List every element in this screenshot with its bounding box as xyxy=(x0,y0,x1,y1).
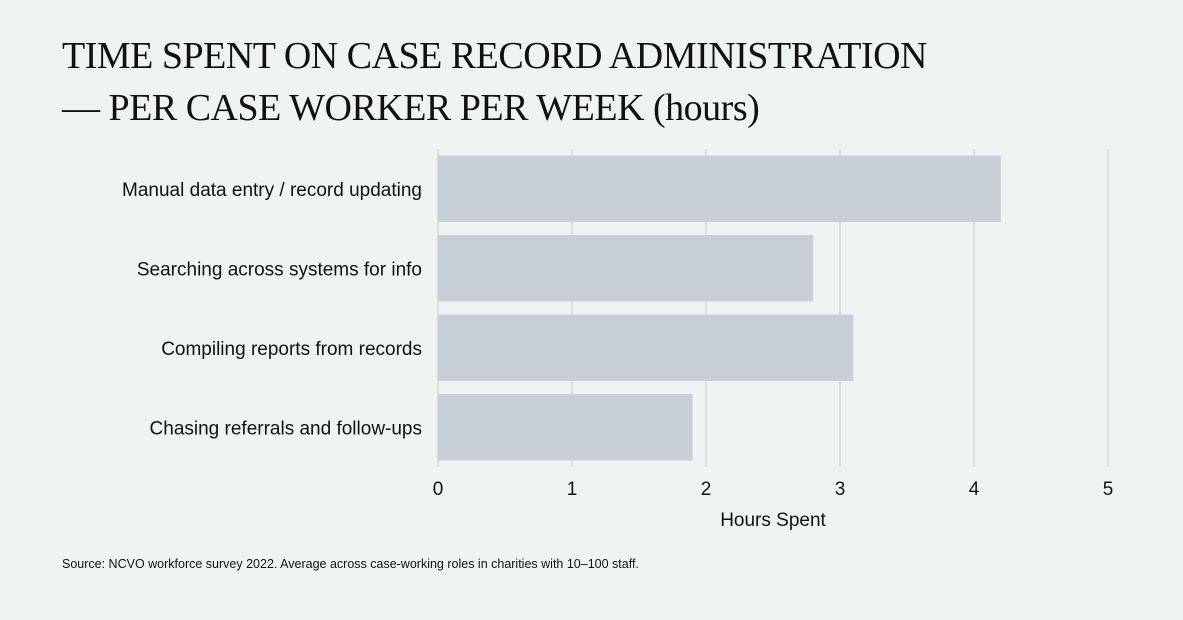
x-axis-label: Hours Spent xyxy=(720,510,826,531)
x-tick-label-1: 1 xyxy=(567,479,578,500)
bar-1 xyxy=(438,235,814,302)
x-tick-label-0: 0 xyxy=(433,479,444,500)
category-label-0: Manual data entry / record updating xyxy=(122,180,422,201)
x-tick-label-4: 4 xyxy=(969,479,980,500)
x-tick-labels: 0 1 2 3 4 5 xyxy=(433,479,1114,500)
bar-2 xyxy=(438,314,854,381)
x-tick-label-5: 5 xyxy=(1103,479,1114,500)
category-labels: Manual data entry / record updating Searc… xyxy=(122,180,422,440)
chart-title-line-1: TIME SPENT ON CASE RECORD ADMINISTRATION xyxy=(62,35,927,77)
bar-3 xyxy=(438,394,693,461)
x-tick-label-3: 3 xyxy=(835,479,846,500)
category-label-2: Compiling reports from records xyxy=(161,339,422,360)
category-label-1: Searching across systems for info xyxy=(137,259,422,280)
category-label-3: Chasing referrals and follow-ups xyxy=(150,418,422,439)
chart-title-line-2: — PER CASE WORKER PER WEEK (hours) xyxy=(62,87,760,129)
x-tick-label-2: 2 xyxy=(701,479,712,500)
source-note: Source: NCVO workforce survey 2022. Aver… xyxy=(62,557,639,571)
chart-title: TIME SPENT ON CASE RECORD ADMINISTRATION… xyxy=(62,30,1142,134)
bar-0 xyxy=(438,155,1001,222)
bars xyxy=(438,155,1001,461)
